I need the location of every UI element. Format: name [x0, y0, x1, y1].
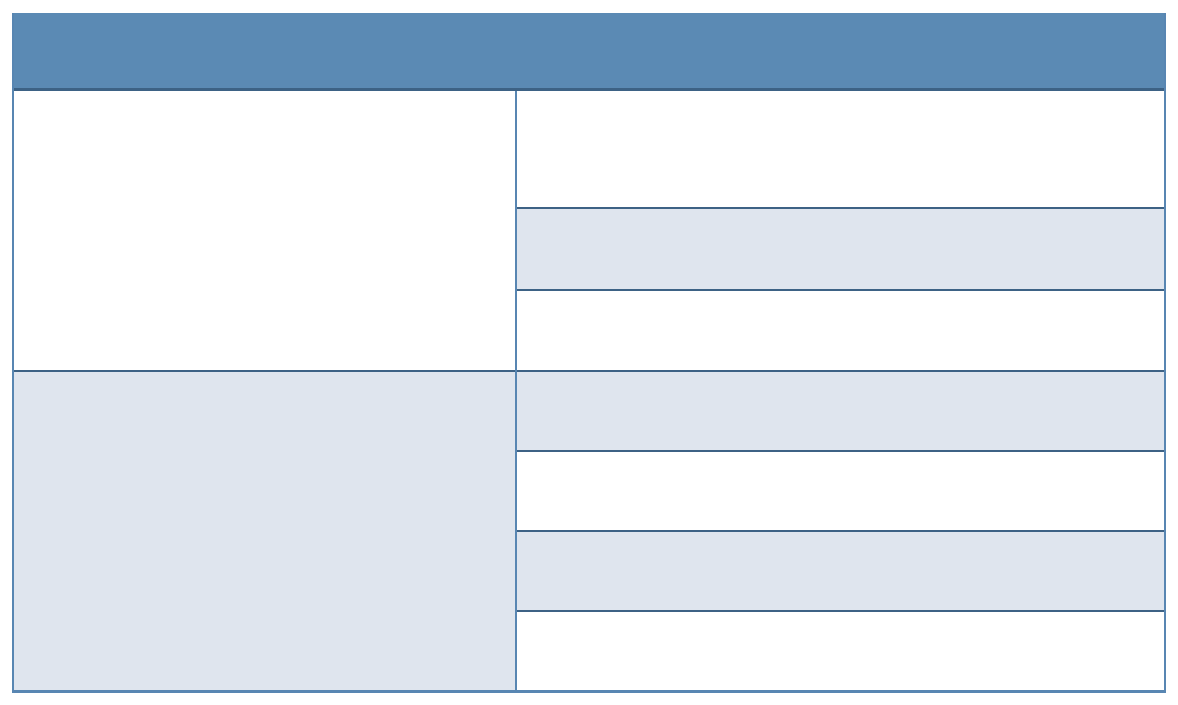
table-row-1-text: [517, 91, 1164, 113]
table-row-3-text: [517, 291, 1164, 313]
left-merged-cell-bottom-text: [14, 372, 515, 394]
table-row-3[interactable]: [517, 291, 1164, 372]
table-row-2[interactable]: [517, 209, 1164, 291]
left-merged-cell-bottom[interactable]: [14, 372, 515, 690]
table-row-4[interactable]: [517, 372, 1164, 452]
document-table: [12, 13, 1166, 693]
table-header-text: [14, 13, 1164, 35]
right-column: [517, 91, 1164, 690]
table-row-2-text: [517, 209, 1164, 231]
table-header-row[interactable]: [14, 13, 1164, 91]
left-merged-cell-top-text: [14, 91, 515, 113]
table-row-1[interactable]: [517, 91, 1164, 209]
table-row-6[interactable]: [517, 532, 1164, 612]
table-row-7[interactable]: [517, 612, 1164, 690]
left-column: [14, 91, 517, 690]
table-row-6-text: [517, 532, 1164, 554]
table-row-4-text: [517, 372, 1164, 394]
table-body: [14, 91, 1164, 690]
table-row-5[interactable]: [517, 452, 1164, 532]
table-row-5-text: [517, 452, 1164, 474]
left-merged-cell-top[interactable]: [14, 91, 515, 372]
table-row-7-text: [517, 612, 1164, 634]
